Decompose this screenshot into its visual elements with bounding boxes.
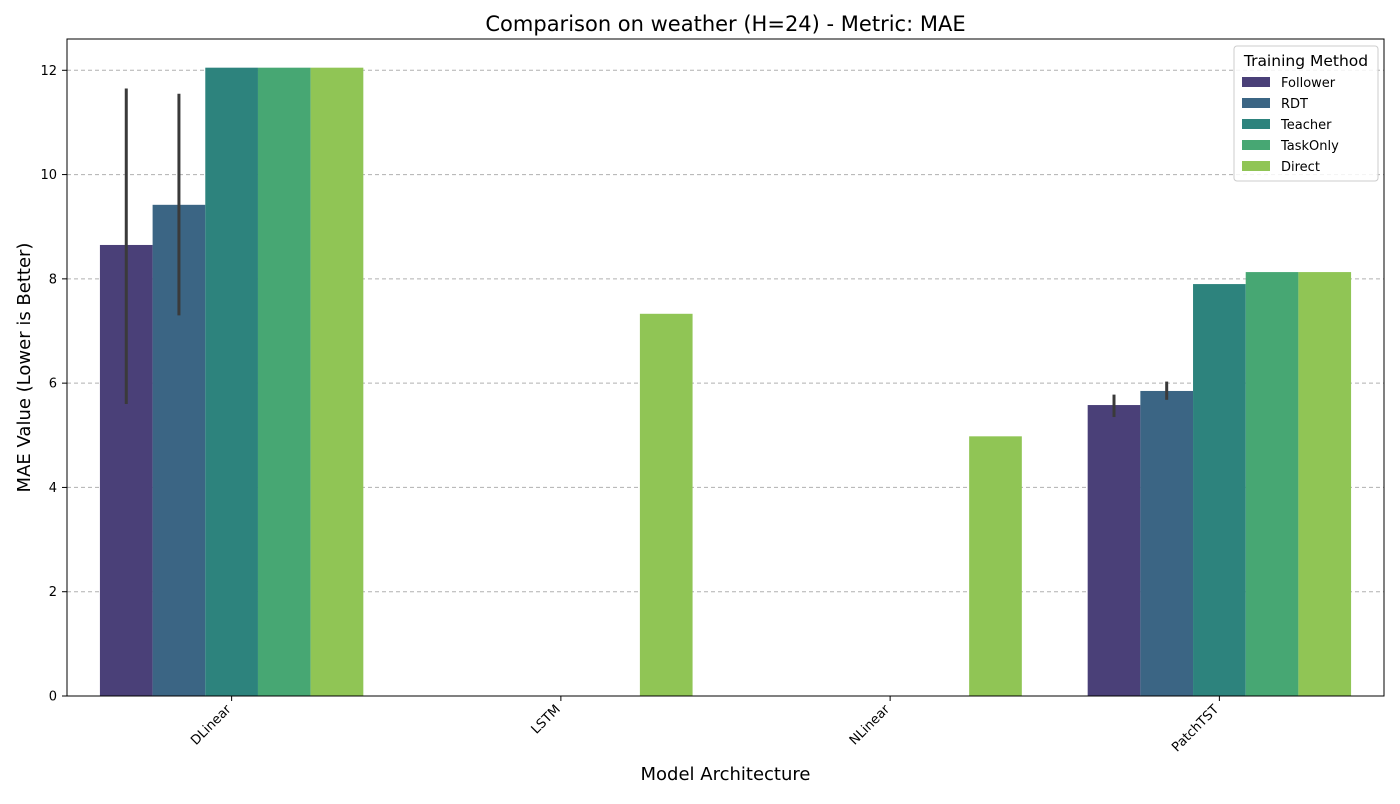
bar-Direct-LSTM xyxy=(639,313,693,696)
y-tick-label: 8 xyxy=(49,272,57,287)
bar-Follower-PatchTST xyxy=(1087,405,1141,696)
legend-label-TaskOnly: TaskOnly xyxy=(1280,139,1339,154)
legend-swatch-TaskOnly xyxy=(1242,140,1270,150)
x-axis-ticks: DLinear LSTM NLinear PatchTST xyxy=(188,696,1222,755)
bar-Teacher-DLinear xyxy=(205,67,258,696)
bar-Direct-PatchTST xyxy=(1298,272,1352,696)
x-tick-label: PatchTST xyxy=(1169,702,1222,755)
x-tick-label: DLinear xyxy=(188,702,235,749)
y-axis-ticks: 0 2 4 6 8 10 12 xyxy=(40,64,67,705)
y-tick-label: 12 xyxy=(40,64,57,79)
legend-label-RDT: RDT xyxy=(1281,97,1308,112)
y-tick-label: 6 xyxy=(49,377,57,392)
legend-label-Direct: Direct xyxy=(1281,160,1320,175)
bar-Teacher-PatchTST xyxy=(1193,284,1246,696)
bar-TaskOnly-DLinear xyxy=(257,67,311,696)
x-tick-label: LSTM xyxy=(529,702,564,737)
y-axis-label: MAE Value (Lower is Better) xyxy=(14,243,35,493)
legend-items: Follower RDT Teacher TaskOnly Direct xyxy=(1242,76,1339,175)
error-bars xyxy=(124,88,1169,418)
legend-swatch-Follower xyxy=(1242,77,1270,87)
bar-RDT-PatchTST xyxy=(1140,390,1194,696)
bars xyxy=(99,67,1352,697)
bar-Direct-DLinear xyxy=(310,67,364,696)
bar-TaskOnly-PatchTST xyxy=(1245,272,1299,696)
plot-area-frame xyxy=(66,38,1385,697)
bar-Direct-NLinear xyxy=(969,436,1022,696)
y-tick-label: 10 xyxy=(40,168,57,183)
y-tick-label: 4 xyxy=(49,481,57,496)
legend-title: Training Method xyxy=(1243,52,1368,70)
x-tick-label: NLinear xyxy=(847,702,894,749)
legend-label-Teacher: Teacher xyxy=(1280,118,1332,133)
legend-swatch-RDT xyxy=(1242,98,1270,108)
legend-swatch-Teacher xyxy=(1242,119,1270,129)
legend: Training Method Follower RDT Teacher TaskOn… xyxy=(1233,45,1379,182)
chart-title: Comparison on weather (H=24) - Metric: M… xyxy=(485,12,965,36)
legend-swatch-Direct xyxy=(1242,161,1270,171)
y-tick-label: 0 xyxy=(49,690,57,705)
legend-label-Follower: Follower xyxy=(1281,76,1336,91)
y-tick-label: 2 xyxy=(49,585,57,600)
x-axis-label: Model Architecture xyxy=(641,764,811,785)
